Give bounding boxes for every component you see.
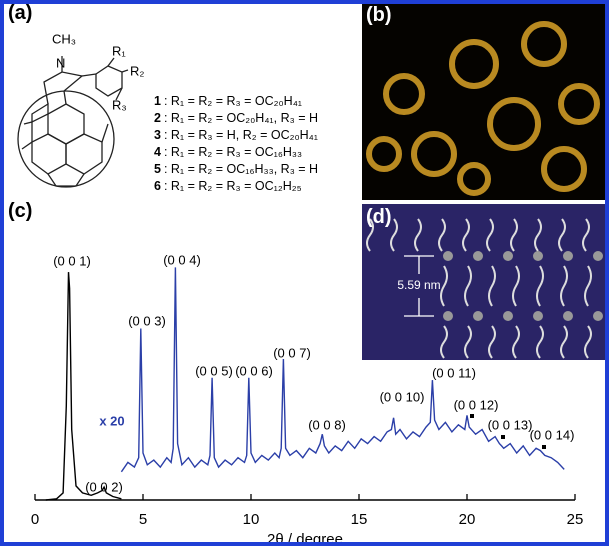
peak-label: (0 0 5) xyxy=(195,363,233,378)
x-axis-label: 2θ / degree xyxy=(267,531,343,542)
x-tick-label: 5 xyxy=(139,511,147,528)
compound-number: 1 xyxy=(154,94,161,108)
peak-marker xyxy=(470,414,474,418)
peak-label: x 20 xyxy=(99,413,124,428)
figure: CH₃ N R₁ R₂ R₃ 5.59 nm 05101520252θ / de… xyxy=(0,0,609,546)
x-tick-label: 0 xyxy=(31,511,39,528)
peak-label: (0 0 7) xyxy=(273,345,311,360)
compound-formula: : R₁ = R₂ = OC₁₆H₃₃, R₃ = H xyxy=(164,162,318,176)
compound-formula: : R₁ = R₂ = OC₂₀H₄₁, R₃ = H xyxy=(164,111,318,125)
compound-number: 4 xyxy=(154,145,161,159)
compound-formula: : R₁ = R₂ = R₃ = OC₂₀H₄₁ xyxy=(164,94,302,108)
peak-label: (0 0 10) xyxy=(380,389,425,404)
compound-number: 2 xyxy=(154,111,161,125)
panel-label: (d) xyxy=(366,206,392,229)
peak-marker xyxy=(542,445,546,449)
compound: 6: R₁ = R₂ = R₃ = OC₁₂H₂₅ xyxy=(154,179,302,193)
peak-label: (0 0 1) xyxy=(53,253,91,268)
peak-label: (0 0 3) xyxy=(128,313,166,328)
r3-label: R₃ xyxy=(112,97,127,112)
compound-number: 6 xyxy=(154,179,161,193)
x-tick-label: 15 xyxy=(351,511,368,528)
compound: 1: R₁ = R₂ = R₃ = OC₂₀H₄₁ xyxy=(154,94,302,108)
peak-label: (0 0 14) xyxy=(530,427,575,442)
panel-label: (a) xyxy=(8,2,32,25)
compound: 2: R₁ = R₂ = OC₂₀H₄₁, R₃ = H xyxy=(154,111,318,125)
xrd-trace xyxy=(46,272,122,500)
compound-formula: : R₁ = R₂ = R₃ = OC₁₆H₃₃ xyxy=(164,145,302,159)
nitrogen-label: N xyxy=(56,55,65,70)
compound-number: 5 xyxy=(154,162,161,176)
compound: 5: R₁ = R₂ = OC₁₆H₃₃, R₃ = H xyxy=(154,162,318,176)
peak-label: (0 0 8) xyxy=(308,417,346,432)
compound-formula: : R₁ = R₂ = R₃ = OC₁₂H₂₅ xyxy=(164,179,302,193)
x-tick-label: 25 xyxy=(567,511,584,528)
compound: 4: R₁ = R₂ = R₃ = OC₁₆H₃₃ xyxy=(154,145,302,159)
peak-label: (0 0 13) xyxy=(488,417,533,432)
molecule xyxy=(18,56,128,187)
panel-label: (c) xyxy=(8,200,32,223)
methyl-label: CH₃ xyxy=(52,31,76,46)
peak-label: (0 0 6) xyxy=(235,363,273,378)
peak-label: (0 0 4) xyxy=(163,252,201,267)
spacing-label: 5.59 nm xyxy=(397,278,440,292)
x-tick-label: 10 xyxy=(243,511,260,528)
peak-label: (0 0 12) xyxy=(454,397,499,412)
r2-label: R₂ xyxy=(130,63,144,78)
panel-label: (b) xyxy=(366,4,392,27)
peak-marker xyxy=(501,435,505,439)
compound-formula: : R₁ = R₃ = H, R₂ = OC₂₀H₄₁ xyxy=(164,128,318,142)
r1-label: R₁ xyxy=(112,43,126,58)
compound: 3: R₁ = R₃ = H, R₂ = OC₂₀H₄₁ xyxy=(154,128,318,142)
peak-label: (0 0 11) xyxy=(432,365,476,380)
x-tick-label: 20 xyxy=(459,511,476,528)
peak-label: (0 0 2) xyxy=(85,479,123,494)
compound-number: 3 xyxy=(154,128,161,142)
